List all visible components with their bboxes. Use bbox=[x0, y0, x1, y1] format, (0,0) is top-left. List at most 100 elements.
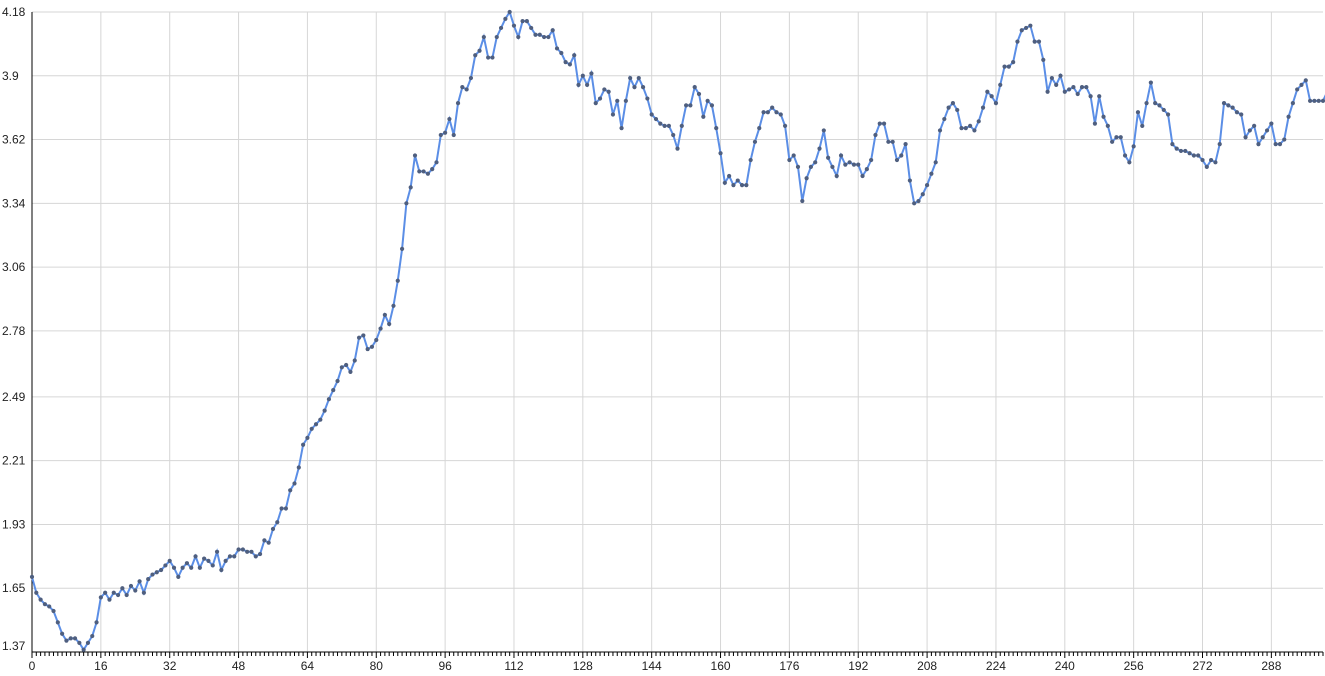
data-point bbox=[232, 554, 237, 559]
data-point bbox=[787, 157, 792, 163]
data-point bbox=[1161, 107, 1166, 113]
data-point bbox=[270, 526, 276, 532]
data-point bbox=[520, 19, 525, 24]
data-point bbox=[1226, 103, 1231, 108]
x-tick-label: 144 bbox=[642, 659, 662, 673]
data-point bbox=[339, 365, 344, 370]
data-point bbox=[197, 565, 202, 570]
data-point bbox=[1183, 148, 1188, 154]
data-point bbox=[257, 551, 263, 557]
data-point bbox=[714, 126, 719, 131]
data-point bbox=[477, 48, 482, 53]
data-point bbox=[94, 620, 99, 625]
data-point bbox=[537, 32, 542, 37]
data-point bbox=[1131, 144, 1136, 149]
data-point bbox=[765, 110, 770, 115]
data-point bbox=[184, 561, 190, 566]
data-point bbox=[154, 570, 159, 575]
y-axis-tick-labels: 4.18 3.9 3.62 3.34 3.06 2.78 2.49 2.21 1.93 1.65 1… bbox=[2, 5, 26, 653]
data-point bbox=[301, 442, 306, 447]
data-point bbox=[666, 123, 671, 128]
data-point bbox=[1320, 98, 1325, 103]
x-tick-label: 32 bbox=[163, 659, 177, 673]
data-point bbox=[933, 160, 938, 165]
data-point bbox=[1295, 87, 1300, 92]
data-point bbox=[1062, 89, 1067, 94]
y-tick-label: 1.37 bbox=[2, 639, 26, 653]
x-tick-label: 112 bbox=[504, 659, 523, 673]
data-point bbox=[1097, 94, 1102, 99]
data-point bbox=[361, 333, 366, 338]
data-point bbox=[55, 620, 60, 625]
data-point bbox=[1213, 160, 1218, 165]
x-tick-label: 160 bbox=[711, 659, 731, 673]
x-tick-label: 96 bbox=[438, 659, 452, 673]
data-point bbox=[890, 139, 895, 144]
data-point bbox=[692, 85, 697, 90]
data-point bbox=[468, 75, 474, 81]
data-point bbox=[1243, 135, 1248, 140]
data-point bbox=[490, 55, 495, 60]
data-point bbox=[899, 153, 904, 158]
data-point bbox=[42, 602, 48, 607]
data-point bbox=[1140, 123, 1145, 128]
data-point bbox=[81, 647, 86, 652]
x-tick-label: 272 bbox=[1192, 659, 1212, 673]
data-point bbox=[159, 567, 164, 573]
data-point bbox=[567, 62, 573, 67]
data-point bbox=[886, 139, 891, 144]
x-tick-label: 16 bbox=[94, 659, 108, 673]
data-point bbox=[727, 173, 732, 179]
data-point bbox=[1299, 82, 1304, 87]
data-point bbox=[1196, 153, 1201, 158]
data-point bbox=[417, 169, 422, 174]
data-point bbox=[451, 132, 456, 138]
data-point bbox=[1023, 25, 1029, 31]
data-point bbox=[1252, 123, 1257, 128]
data-point bbox=[313, 422, 319, 427]
y-tick-label: 3.9 bbox=[2, 69, 19, 83]
data-point bbox=[344, 362, 349, 368]
data-point bbox=[1084, 85, 1089, 90]
data-point bbox=[98, 595, 103, 600]
data-point bbox=[111, 590, 116, 595]
data-point bbox=[434, 160, 439, 165]
data-point bbox=[563, 60, 568, 65]
data-point bbox=[223, 558, 228, 564]
data-point bbox=[305, 435, 310, 441]
data-point bbox=[335, 378, 340, 384]
data-point bbox=[778, 112, 783, 117]
data-point bbox=[1118, 135, 1123, 140]
data-point bbox=[606, 89, 611, 94]
x-tick-label: 208 bbox=[917, 659, 937, 673]
data-point bbox=[1217, 142, 1222, 147]
data-point bbox=[813, 160, 818, 165]
data-point bbox=[430, 167, 435, 172]
data-point bbox=[718, 151, 723, 156]
data-point bbox=[1170, 142, 1175, 147]
data-point bbox=[503, 16, 508, 21]
data-point bbox=[137, 579, 142, 584]
data-point bbox=[331, 387, 336, 393]
data-point bbox=[516, 34, 521, 40]
data-point bbox=[447, 116, 452, 122]
data-point bbox=[774, 110, 779, 115]
data-point bbox=[636, 75, 641, 81]
data-point bbox=[916, 198, 921, 204]
data-point bbox=[576, 82, 581, 87]
data-point bbox=[972, 128, 977, 133]
data-point bbox=[761, 110, 766, 115]
data-point bbox=[1153, 101, 1158, 106]
data-point bbox=[1127, 160, 1132, 165]
data-point bbox=[585, 82, 590, 87]
x-tick-label: 80 bbox=[370, 659, 384, 673]
data-point bbox=[189, 565, 194, 570]
data-point bbox=[128, 583, 134, 589]
data-point bbox=[1036, 39, 1042, 44]
data-point bbox=[378, 326, 383, 331]
data-point bbox=[1135, 110, 1141, 115]
x-tick-label: 48 bbox=[232, 659, 246, 673]
data-point bbox=[412, 153, 418, 158]
data-point bbox=[176, 574, 181, 579]
data-point bbox=[748, 157, 753, 163]
